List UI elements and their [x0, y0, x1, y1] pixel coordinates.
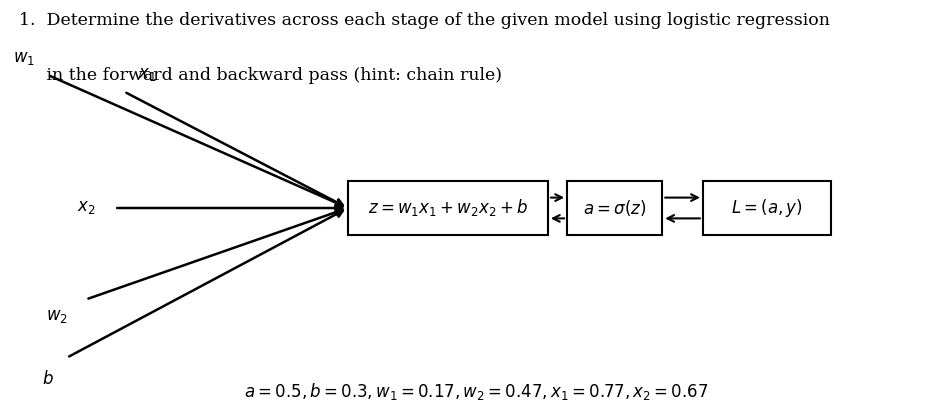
Text: $x_1$: $x_1$ — [138, 67, 157, 83]
Text: $L = (a, y)$: $L = (a, y)$ — [730, 197, 803, 219]
Text: $x_2$: $x_2$ — [76, 200, 95, 216]
Text: $w_1$: $w_1$ — [12, 50, 35, 67]
Text: $z = w_1x_1 + w_2x_2+b$: $z = w_1x_1 + w_2x_2+b$ — [367, 198, 527, 218]
FancyBboxPatch shape — [703, 181, 830, 235]
Text: in the forward and backward pass (hint: chain rule): in the forward and backward pass (hint: … — [19, 67, 502, 84]
Text: $a = 0.5, b = 0.3, w_1 = 0.17, w_2 = 0.47, x_1 = 0.77, x_2 = 0.67$: $a = 0.5, b = 0.3, w_1 = 0.17, w_2 = 0.4… — [244, 381, 708, 401]
Text: $a = \sigma(z)$: $a = \sigma(z)$ — [583, 198, 645, 218]
Text: 1.  Determine the derivatives across each stage of the given model using logisti: 1. Determine the derivatives across each… — [19, 12, 829, 30]
Text: $w_2$: $w_2$ — [47, 308, 68, 324]
FancyBboxPatch shape — [347, 181, 547, 235]
Text: $b$: $b$ — [42, 369, 53, 388]
FancyBboxPatch shape — [566, 181, 662, 235]
